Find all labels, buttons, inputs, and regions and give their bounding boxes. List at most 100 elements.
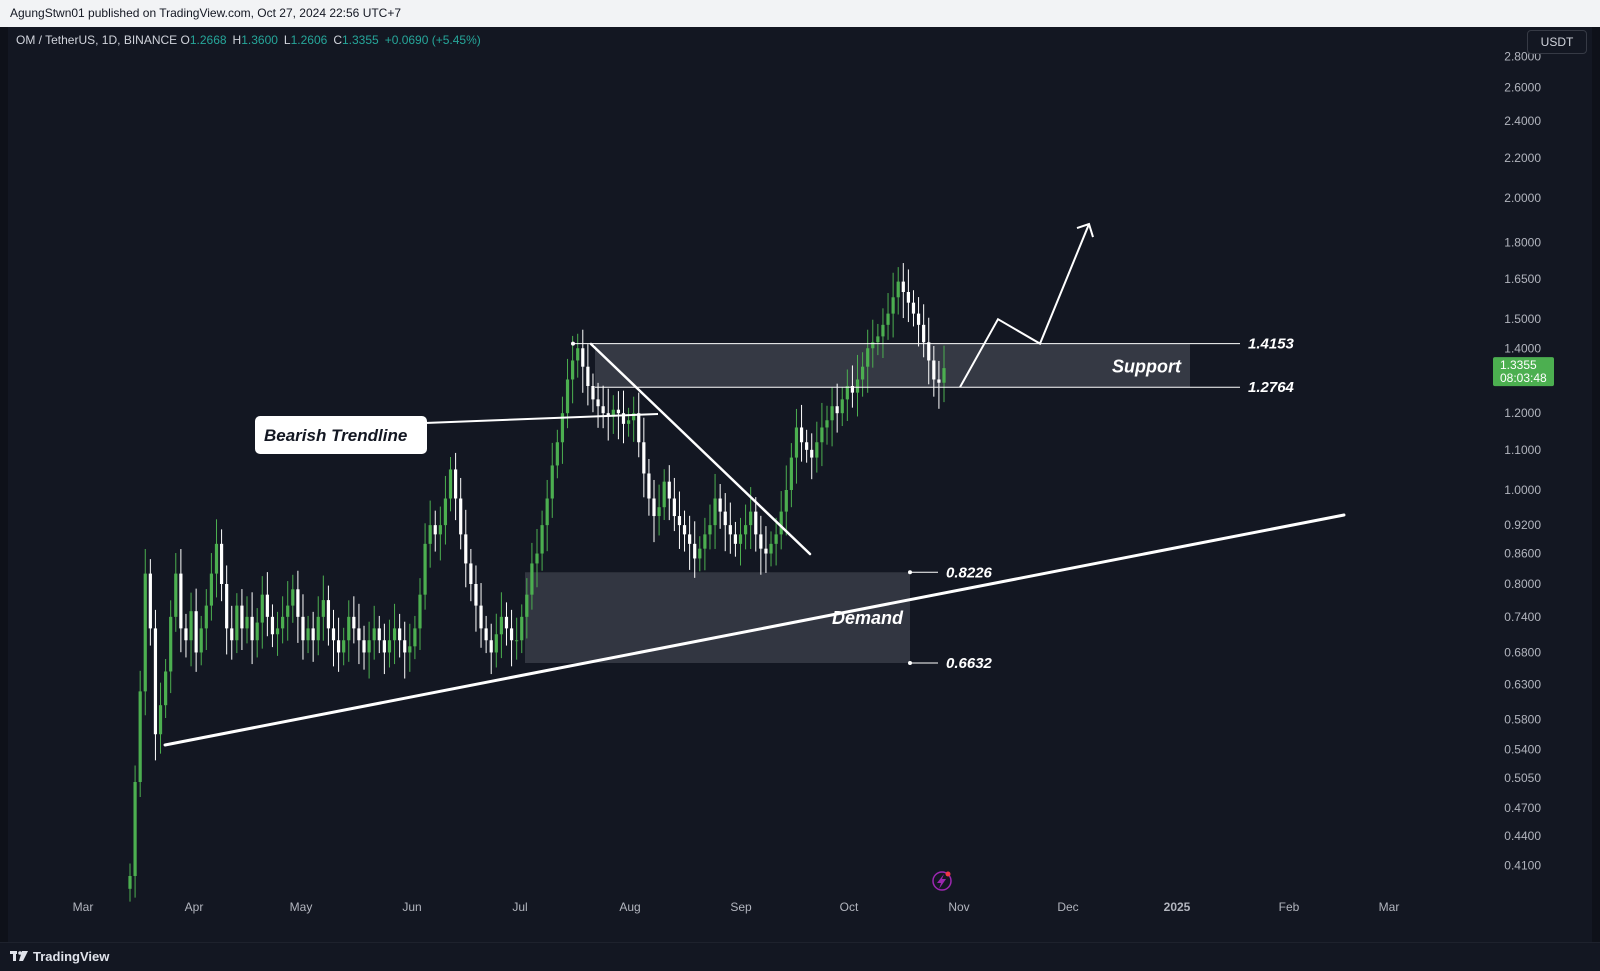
time-tick-label: May <box>290 900 313 914</box>
candle-body <box>937 379 941 383</box>
candle-body <box>515 640 519 642</box>
candlestick-chart[interactable]: 2.80002.60002.40002.20002.00001.80001.65… <box>0 27 1600 942</box>
candle-body <box>601 406 605 414</box>
candle-body <box>886 313 890 325</box>
candle-body <box>336 640 341 653</box>
candle-body <box>423 543 427 595</box>
projection-arrowhead <box>1076 222 1094 238</box>
candle-body <box>764 548 768 554</box>
candle-body <box>779 511 783 535</box>
price-tick-label: 1.4000 <box>1504 341 1541 355</box>
current-price-value: 1.3355 <box>1500 358 1537 372</box>
candle-body <box>392 628 397 641</box>
candle-body <box>331 628 336 641</box>
ascending-trendline <box>163 513 1346 747</box>
candle-body <box>565 379 570 414</box>
candle-body <box>235 605 239 641</box>
support-label: Support <box>1112 356 1182 376</box>
candle-body <box>377 628 381 641</box>
support-upper-anchor <box>571 341 575 346</box>
candle-body <box>214 543 219 574</box>
candle-body <box>922 324 926 343</box>
candle-body <box>576 348 580 361</box>
candle-body <box>647 473 651 499</box>
price-tick-label: 0.5800 <box>1504 712 1541 726</box>
candle-body <box>703 534 707 549</box>
candle-body <box>250 616 254 641</box>
candle-body <box>448 469 453 499</box>
candle-body <box>382 640 386 653</box>
candle-body <box>255 622 259 641</box>
candle-body <box>738 534 743 544</box>
candle-body <box>723 511 727 526</box>
candle-body <box>230 628 234 641</box>
tradingview-logo-icon <box>10 950 28 961</box>
time-tick-label: Apr <box>185 900 204 914</box>
candle-body <box>433 525 437 535</box>
price-tick-label: 0.4100 <box>1504 859 1541 873</box>
demand-lower-anchor <box>908 661 912 665</box>
candle-body <box>810 449 814 458</box>
change-value: +0.0690 (+5.45%) <box>384 33 481 47</box>
candle-body <box>443 498 448 526</box>
price-tick-label: 1.6500 <box>1504 272 1541 286</box>
candle-body <box>428 525 432 544</box>
bar-countdown: 08:03:48 <box>1500 371 1547 385</box>
candle-body <box>209 573 213 606</box>
price-tick-label: 0.6800 <box>1504 645 1541 659</box>
candle-body <box>866 348 870 367</box>
time-tick-label: Mar <box>1379 900 1400 914</box>
candle-body <box>784 489 788 512</box>
candle-body <box>611 409 615 417</box>
currency-button[interactable]: USDT <box>1527 30 1587 54</box>
candle-body <box>820 427 824 443</box>
time-tick-label: 2025 <box>1164 900 1191 914</box>
candle-body <box>693 543 697 559</box>
candle-body <box>408 646 412 653</box>
candle-body <box>754 511 758 535</box>
candle-body <box>204 605 208 629</box>
candle-body <box>769 543 773 554</box>
candle-body <box>362 640 366 653</box>
candle-body <box>194 611 198 653</box>
candle-body <box>189 611 193 641</box>
tradingview-logo[interactable]: TradingView <box>10 949 109 964</box>
candle-body <box>855 379 860 393</box>
bearish-trendline-label: Bearish Trendline <box>264 426 407 445</box>
candle-body <box>169 616 173 672</box>
lightning-icon[interactable] <box>932 871 952 891</box>
time-tick-label: Mar <box>73 900 94 914</box>
candle-body <box>367 640 371 653</box>
candle-body <box>454 469 458 499</box>
candle-body <box>805 442 809 450</box>
candle-body <box>881 324 885 337</box>
candle-body <box>260 594 264 623</box>
time-tick-label: Oct <box>840 900 859 914</box>
candle-body <box>906 292 910 303</box>
chart-pane[interactable] <box>8 27 1592 942</box>
candle-body <box>387 640 392 653</box>
candle-body <box>632 413 636 421</box>
price-tick-label: 0.5400 <box>1504 743 1541 757</box>
candle-body <box>891 297 895 314</box>
time-tick-label: Sep <box>730 900 752 914</box>
time-tick-label: Jul <box>512 900 527 914</box>
candle-body <box>677 516 682 526</box>
candle-body <box>825 420 829 428</box>
candle-body <box>698 548 702 559</box>
candle-body <box>321 600 325 617</box>
candle-body <box>845 386 849 400</box>
candle-body <box>275 628 280 635</box>
candle-body <box>540 525 544 554</box>
close-label: C <box>333 33 342 47</box>
candle-body <box>281 616 285 629</box>
candle-body <box>733 534 738 544</box>
time-tick-label: Dec <box>1057 900 1078 914</box>
price-tick-label: 0.7400 <box>1504 610 1541 624</box>
time-tick-label: Aug <box>619 900 640 914</box>
candle-body <box>306 628 310 641</box>
price-tick-label: 0.4700 <box>1504 801 1541 815</box>
high-value: 1.3600 <box>241 33 278 47</box>
candle-body <box>398 628 402 641</box>
price-tick-label: 0.9200 <box>1504 518 1541 532</box>
